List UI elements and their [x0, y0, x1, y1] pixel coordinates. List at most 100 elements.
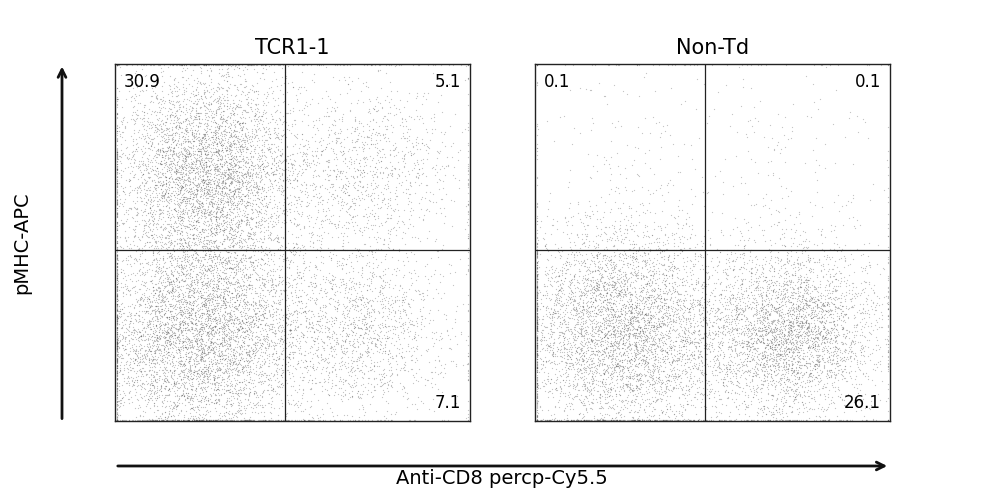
- Point: [363, 140, 379, 147]
- Point: [612, 287, 628, 295]
- Point: [623, 306, 639, 314]
- Point: [774, 308, 790, 316]
- Point: [788, 248, 804, 256]
- Point: [654, 347, 670, 355]
- Point: [238, 345, 254, 353]
- Point: [268, 211, 284, 219]
- Point: [575, 342, 591, 349]
- Point: [647, 286, 663, 294]
- Point: [460, 197, 476, 205]
- Point: [673, 343, 689, 351]
- Point: [238, 300, 254, 308]
- Point: [384, 303, 400, 311]
- Point: [289, 176, 305, 184]
- Point: [351, 334, 367, 342]
- Point: [169, 122, 185, 129]
- Point: [780, 416, 796, 423]
- Point: [250, 322, 266, 330]
- Point: [736, 368, 752, 376]
- Point: [171, 379, 187, 387]
- Point: [158, 363, 174, 371]
- Point: [241, 368, 257, 376]
- Point: [220, 322, 236, 330]
- Point: [193, 340, 209, 347]
- Point: [809, 387, 825, 394]
- Point: [223, 264, 239, 272]
- Point: [171, 148, 187, 156]
- Point: [631, 336, 647, 344]
- Point: [651, 320, 667, 328]
- Point: [368, 118, 384, 125]
- Point: [255, 312, 271, 320]
- Point: [350, 247, 366, 255]
- Point: [719, 275, 735, 283]
- Point: [696, 202, 712, 210]
- Point: [133, 368, 149, 375]
- Point: [637, 310, 653, 318]
- Point: [273, 190, 289, 198]
- Point: [196, 363, 212, 370]
- Point: [598, 380, 614, 388]
- Point: [783, 386, 799, 394]
- Point: [785, 305, 801, 313]
- Point: [602, 346, 618, 354]
- Point: [372, 168, 388, 176]
- Point: [394, 344, 410, 352]
- Point: [283, 201, 299, 209]
- Point: [200, 314, 216, 321]
- Point: [309, 411, 325, 419]
- Point: [566, 295, 582, 303]
- Point: [671, 206, 687, 214]
- Point: [639, 280, 655, 288]
- Point: [289, 262, 305, 270]
- Point: [574, 355, 590, 363]
- Point: [173, 245, 189, 252]
- Point: [796, 243, 812, 251]
- Point: [636, 338, 652, 346]
- Point: [188, 375, 204, 383]
- Point: [605, 344, 621, 352]
- Point: [734, 350, 750, 358]
- Point: [210, 154, 226, 162]
- Point: [150, 292, 166, 300]
- Point: [156, 62, 172, 70]
- Point: [115, 293, 131, 300]
- Point: [403, 344, 419, 352]
- Point: [114, 128, 130, 136]
- Point: [691, 299, 707, 307]
- Point: [817, 333, 833, 341]
- Point: [174, 300, 190, 308]
- Point: [202, 321, 218, 329]
- Point: [382, 189, 398, 196]
- Point: [229, 85, 245, 93]
- Point: [336, 411, 352, 419]
- Point: [188, 135, 204, 143]
- Point: [193, 190, 209, 197]
- Point: [294, 197, 310, 205]
- Point: [175, 248, 191, 256]
- Point: [206, 110, 222, 118]
- Point: [226, 320, 242, 328]
- Point: [247, 228, 263, 236]
- Point: [164, 136, 180, 144]
- Point: [206, 347, 222, 355]
- Point: [261, 339, 277, 346]
- Point: [189, 150, 205, 158]
- Point: [222, 236, 238, 244]
- Point: [162, 257, 178, 265]
- Point: [287, 250, 303, 258]
- Point: [155, 416, 171, 423]
- Point: [784, 348, 800, 356]
- Point: [224, 178, 240, 186]
- Point: [774, 329, 790, 337]
- Point: [630, 376, 646, 384]
- Point: [363, 221, 379, 229]
- Point: [786, 309, 802, 317]
- Point: [335, 277, 351, 285]
- Point: [202, 247, 218, 255]
- Point: [179, 280, 195, 288]
- Point: [231, 258, 247, 266]
- Point: [656, 289, 672, 296]
- Point: [670, 169, 686, 176]
- Point: [270, 134, 286, 142]
